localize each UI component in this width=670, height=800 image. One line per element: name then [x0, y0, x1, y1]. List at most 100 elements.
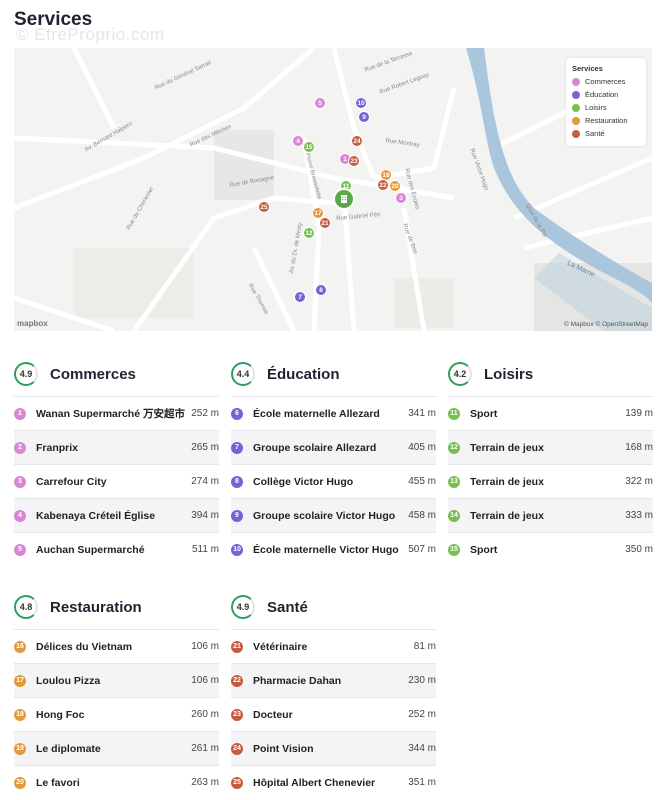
legend-item-restauration: Restauration [572, 116, 640, 125]
item-distance: 350 m [625, 544, 653, 555]
building-icon[interactable] [333, 188, 355, 210]
item-distance: 252 m [408, 709, 436, 720]
map-pin-education[interactable]: 7 [294, 291, 306, 303]
category-restauration: 4.8 Restauration 16 Délices du Vietnam 106 m… [14, 593, 219, 799]
list-item[interactable]: 15 Sport 350 m [448, 532, 653, 566]
category-loisirs: 4.2 Loisirs 11 Sport 139 m 12 Terrain de jeux 1… [448, 360, 653, 566]
list-item[interactable]: 22 Pharmacie Dahan 230 m [231, 663, 436, 697]
item-number: 21 [231, 640, 243, 653]
list-item[interactable]: 2 Franprix 265 m [14, 430, 219, 464]
list-item[interactable]: 14 Terrain de jeux 333 m [448, 498, 653, 532]
item-number: 12 [448, 441, 460, 454]
list-item[interactable]: 8 Collège Victor Hugo 455 m [231, 464, 436, 498]
map-pin-loisirs[interactable]: 12 [303, 227, 315, 239]
list-item[interactable]: 4 Kabenaya Créteil Église 394 m [14, 498, 219, 532]
list-item[interactable]: 13 Terrain de jeux 322 m [448, 464, 653, 498]
category-title: Commerces [50, 366, 136, 383]
item-distance: 333 m [625, 510, 653, 521]
list-item[interactable]: 11 Sport 139 m [448, 396, 653, 430]
list-item[interactable]: 9 Groupe scolaire Victor Hugo 458 m [231, 498, 436, 532]
legend-item-sante: Santé [572, 129, 640, 138]
map[interactable]: Rue du Général Sarrail Rue de la Terrass… [14, 48, 652, 331]
item-number: 24 [231, 742, 243, 755]
score-badge: 4.8 [14, 595, 38, 619]
item-name: Auchan Supermarché [36, 543, 145, 556]
list-item[interactable]: 6 École maternelle Allezard 341 m [231, 396, 436, 430]
item-distance: 511 m [191, 544, 219, 555]
item-distance: 405 m [408, 442, 436, 453]
map-pin-commerces[interactable]: 4 [292, 135, 304, 147]
map-pin-restauration[interactable]: 20 [389, 180, 401, 192]
list-item[interactable]: 23 Docteur 252 m [231, 697, 436, 731]
item-name: École maternelle Allezard [253, 407, 380, 420]
legend-title: Services [572, 64, 603, 73]
item-distance: 139 m [625, 408, 653, 419]
map-pin-restauration[interactable]: 17 [312, 207, 324, 219]
item-distance: 106 m [191, 675, 219, 686]
map-pin-sante[interactable]: 23 [348, 155, 360, 167]
list-item[interactable]: 12 Terrain de jeux 168 m [448, 430, 653, 464]
map-pin-commerces[interactable]: 5 [314, 97, 326, 109]
item-number: 2 [14, 441, 26, 454]
map-pin-loisirs[interactable]: 15 [303, 141, 315, 153]
list-item[interactable]: 20 Le favori 263 m [14, 765, 219, 799]
item-name: Loulou Pizza [36, 674, 101, 687]
map-pin-education[interactable]: 9 [358, 111, 370, 123]
score-badge: 4.2 [448, 362, 472, 386]
item-name: Kabenaya Créteil Église [36, 509, 156, 522]
list-item[interactable]: 5 Auchan Supermarché 511 m [14, 532, 219, 566]
list-item[interactable]: 25 Hôpital Albert Chenevier 351 m [231, 765, 436, 799]
item-name: Terrain de jeux [470, 475, 544, 488]
list-item[interactable]: 17 Loulou Pizza 106 m [14, 663, 219, 697]
score-badge: 4.4 [231, 362, 255, 386]
item-number: 3 [14, 475, 26, 488]
score-badge: 4.9 [231, 595, 255, 619]
list-item[interactable]: 16 Délices du Vietnam 106 m [14, 629, 219, 663]
list-item[interactable]: 21 Vétérinaire 81 m [231, 629, 436, 663]
item-name: Wanan Supermarché 万安超市 [36, 408, 185, 420]
item-name: Groupe scolaire Allezard [253, 441, 377, 454]
item-number: 11 [448, 407, 460, 420]
item-name: Carrefour City [36, 475, 107, 488]
item-number: 17 [14, 674, 26, 687]
list-item[interactable]: 10 École maternelle Victor Hugo 507 m [231, 532, 436, 566]
list-item[interactable]: 18 Hong Foc 260 m [14, 697, 219, 731]
map-copyright[interactable]: © Mapbox © OpenStreetMap [563, 321, 648, 328]
item-name: Sport [470, 407, 498, 420]
category-title: Éducation [267, 366, 340, 383]
map-pin-education[interactable]: 10 [355, 97, 367, 109]
item-distance: 351 m [408, 777, 436, 788]
item-name: École maternelle Victor Hugo [253, 543, 399, 556]
map-pin-sante[interactable]: 22 [377, 179, 389, 191]
category-header: 4.4 Éducation [231, 360, 436, 396]
map-pin-sante[interactable]: 21 [319, 217, 331, 229]
legend-label: Commerces [585, 77, 626, 86]
list-item[interactable]: 19 Le diplomate 261 m [14, 731, 219, 765]
map-pin-sante[interactable]: 24 [351, 135, 363, 147]
item-number: 8 [231, 475, 243, 488]
map-pin-commerces[interactable]: 3 [395, 192, 407, 204]
list-item[interactable]: 1 Wanan Supermarché 万安超市 252 m [14, 396, 219, 430]
map-pin-education[interactable]: 8 [315, 284, 327, 296]
item-number: 19 [14, 742, 26, 755]
item-name: Terrain de jeux [470, 441, 544, 454]
item-distance: 458 m [408, 510, 436, 521]
list-item[interactable]: 24 Point Vision 344 m [231, 731, 436, 765]
category-title: Restauration [50, 599, 142, 616]
map-base [14, 48, 652, 331]
item-number: 23 [231, 708, 243, 721]
map-pin-sante[interactable]: 25 [258, 201, 270, 213]
item-number: 4 [14, 509, 26, 522]
item-name: Hong Foc [36, 708, 85, 721]
category-header: 4.8 Restauration [14, 593, 219, 629]
item-number: 15 [448, 543, 460, 556]
category-sante: 4.9 Santé 21 Vétérinaire 81 m 22 Pharmacie Dah… [231, 593, 436, 799]
legend-label: Restauration [585, 116, 628, 125]
item-distance: 455 m [408, 476, 436, 487]
mapbox-logo[interactable]: mapbox [17, 319, 48, 328]
list-item[interactable]: 7 Groupe scolaire Allezard 405 m [231, 430, 436, 464]
list-item[interactable]: 3 Carrefour City 274 m [14, 464, 219, 498]
page-title: Services [14, 9, 93, 30]
category-header: 4.9 Santé [231, 593, 436, 629]
legend-label: Éducation [585, 90, 619, 99]
